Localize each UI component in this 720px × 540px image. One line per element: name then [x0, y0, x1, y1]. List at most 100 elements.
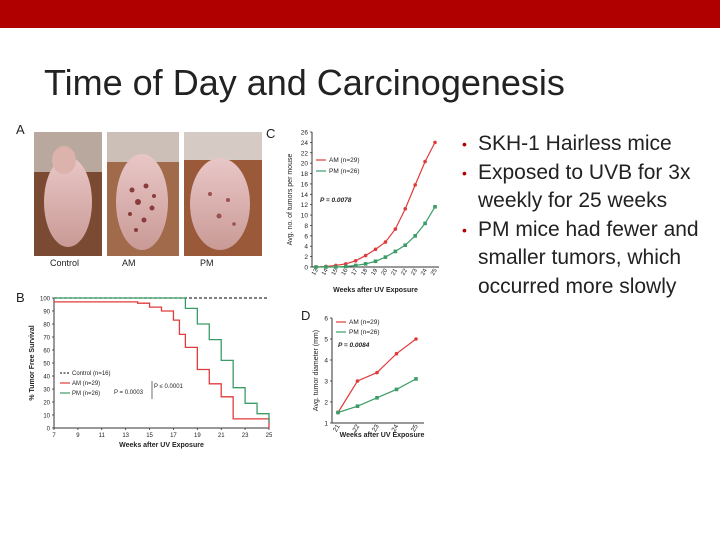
x-tick-label: 13	[122, 433, 129, 439]
data-point	[413, 234, 417, 238]
data-point	[433, 140, 437, 145]
photo-label-am: AM	[122, 258, 136, 268]
p-value-annotation: P = 0.0078	[320, 197, 352, 204]
data-point	[414, 377, 418, 381]
y-tick-label: 0	[47, 427, 51, 433]
photo-am-mouse	[107, 132, 179, 256]
data-point	[414, 337, 418, 341]
bullet-text: Exposed to UVB for 3x weekly for 25 week…	[478, 160, 691, 213]
survival-line-pm	[54, 297, 270, 423]
legend-label: PM (n=26)	[329, 168, 360, 175]
y-tick-label: 2	[304, 254, 308, 261]
slide-top-bar	[0, 0, 720, 28]
y-tick-label: 14	[301, 192, 309, 199]
survival-chart: 0 10 20 30 40 50 60 70 80 90 100 7 9 11 13 15 17 19 21 23 25…	[29, 297, 273, 450]
x-axis-label: Weeks after UV Exposure	[119, 442, 204, 449]
x-tick-label: 11	[99, 433, 106, 439]
y-tick-label: 24	[301, 140, 309, 147]
data-point	[373, 259, 378, 264]
x-tick-label: 25	[410, 423, 420, 433]
bullet-item: • PM mice had fewer and smaller tumors, w…	[462, 216, 712, 302]
y-tick-label: 16	[301, 181, 309, 188]
y-tick-label: 70	[43, 336, 50, 342]
x-tick-label: 16	[341, 267, 350, 276]
bullet-dot-icon: •	[462, 221, 467, 238]
survival-line-am	[54, 301, 270, 428]
x-tick-label: 21	[391, 267, 400, 276]
y-tick-label: 60	[43, 349, 50, 355]
photo-control-mouse	[34, 132, 102, 256]
y-tick-label: 18	[301, 171, 309, 178]
y-axis-label: Avg. no. of tumors per mouse	[287, 154, 294, 246]
data-point	[363, 262, 368, 266]
y-tick-label: 20	[43, 401, 50, 407]
data-point	[383, 240, 388, 244]
legend-label: PM (n=26)	[72, 391, 100, 397]
data-point	[353, 258, 358, 263]
y-tick-label: 5	[324, 337, 328, 344]
y-tick-label: 40	[43, 375, 50, 381]
y-tick-label: 4	[304, 244, 308, 251]
data-point	[355, 379, 360, 383]
data-point	[393, 227, 398, 231]
x-tick-label: 22	[352, 423, 362, 433]
x-axis-label: Weeks after UV Exposure	[333, 287, 418, 294]
data-point	[433, 204, 437, 209]
y-tick-label: 1	[324, 421, 328, 428]
data-point	[373, 247, 378, 252]
data-point	[314, 265, 318, 269]
y-tick-label: 90	[43, 310, 50, 316]
x-tick-label: 24	[391, 423, 401, 433]
panel-label-c: C	[266, 126, 275, 141]
legend-label: AM (n=29)	[349, 319, 380, 326]
y-tick-label: 12	[301, 202, 309, 209]
bullet-item: • Exposed to UVB for 3x weekly for 25 wee…	[462, 159, 712, 216]
photo-pm-mouse	[184, 132, 262, 256]
bullet-list: • SKH-1 Hairless mice • Exposed to UVB for…	[462, 130, 712, 302]
x-tick-label: 19	[371, 267, 380, 276]
data-point	[353, 263, 358, 268]
data-point	[393, 249, 398, 254]
data-point	[423, 159, 427, 164]
bullet-text: PM mice had fewer and smaller tumors, wh…	[478, 217, 699, 298]
legend-label: AM (n=29)	[329, 157, 360, 164]
x-axis-label: Weeks after UV Exposure	[340, 432, 425, 439]
x-tick-label: 18	[361, 267, 370, 276]
y-tick-label: 3	[324, 379, 328, 386]
data-point	[403, 243, 408, 247]
data-point	[423, 221, 427, 226]
data-point	[375, 396, 379, 400]
y-tick-label: 0	[304, 265, 308, 272]
y-tick-label: 6	[324, 316, 328, 323]
photo-label-control: Control	[50, 258, 79, 268]
x-tick-label: 19	[194, 433, 201, 439]
data-point	[394, 351, 399, 356]
y-tick-label: 4	[324, 358, 328, 365]
figure-panel: A Control AM PM B C D 010203040506070809…	[16, 122, 439, 450]
y-axis-label: % Tumor Free Survival	[29, 325, 36, 400]
x-tick-label: 15	[146, 433, 153, 439]
x-tick-label: 14	[321, 267, 330, 276]
x-tick-label: 9	[76, 433, 80, 439]
x-tick-label: 24	[420, 267, 429, 276]
data-point	[336, 410, 340, 415]
data-point	[363, 253, 368, 258]
x-tick-label: 7	[52, 433, 56, 439]
x-tick-label: 15	[331, 267, 340, 276]
y-tick-label: 10	[301, 213, 309, 220]
slide-title: Time of Day and Carcinogenesis	[44, 62, 565, 103]
data-point	[403, 207, 408, 211]
y-tick-label: 8	[304, 223, 308, 230]
panel-label-d: D	[301, 308, 310, 323]
bullet-dot-icon: •	[462, 136, 467, 152]
x-tick-label: 25	[430, 267, 439, 276]
legend-label: PM (n=26)	[349, 329, 380, 336]
panel-label-b: B	[16, 290, 25, 305]
p-value-annotation: P ≤ 0.0001	[154, 384, 184, 390]
bullet-item: • SKH-1 Hairless mice	[462, 130, 712, 159]
y-tick-label: 80	[43, 323, 50, 329]
y-tick-label: 30	[43, 388, 50, 394]
y-tick-label: 10	[43, 414, 50, 420]
